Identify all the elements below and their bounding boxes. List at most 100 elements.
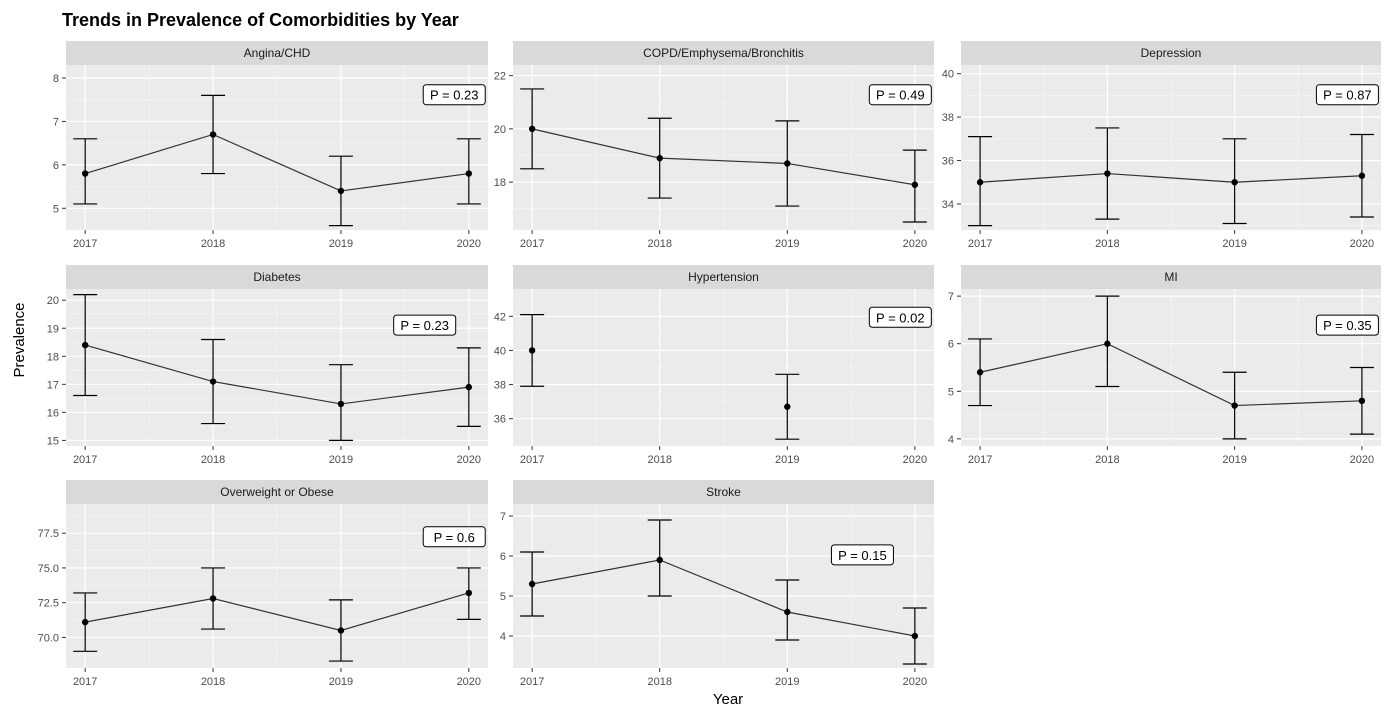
y-tick-label: 7 <box>948 291 954 303</box>
facet-strip <box>513 265 934 289</box>
y-tick-label: 6 <box>500 551 506 563</box>
x-tick-label: 2017 <box>968 238 992 250</box>
x-tick-label: 2020 <box>903 238 927 250</box>
x-tick-label: 2018 <box>201 676 225 688</box>
x-tick-label: 2019 <box>329 238 353 250</box>
data-point <box>784 608 791 616</box>
x-tick-label: 2020 <box>457 238 481 250</box>
y-tick-label: 72.5 <box>38 598 59 610</box>
data-point <box>1104 170 1111 177</box>
data-point <box>81 170 89 177</box>
y-tick-label: 7 <box>500 511 506 523</box>
facet-strip <box>513 41 934 65</box>
p-value-label: P = 0.23 <box>400 318 449 333</box>
x-tick-label: 2019 <box>1222 238 1246 250</box>
y-tick-label: 16 <box>47 407 59 419</box>
chart-title: Trends in Prevalence of Comorbidities by… <box>62 10 459 30</box>
data-point <box>656 154 663 162</box>
data-point <box>656 556 663 564</box>
facet-panel: Angina/CHD 5 6 7 8 2017 2018 2019 2020 P = 0.23 <box>53 41 488 250</box>
data-point <box>528 125 536 133</box>
data-point <box>465 383 473 391</box>
x-tick-label: 2017 <box>73 238 97 250</box>
p-value-box <box>1315 84 1379 106</box>
facet-panel: Diabetes 15 16 17 18 19 20 2017 2018 2019 2020 P = … <box>47 265 488 466</box>
p-value-label: P = 0.49 <box>876 88 925 103</box>
x-tick-label: 2017 <box>73 676 97 688</box>
y-axis-label: Prevalence <box>11 302 28 377</box>
series-line <box>85 592 469 632</box>
y-tick-label: 34 <box>942 199 954 211</box>
x-tick-label: 2017 <box>968 454 992 466</box>
p-value-box <box>1315 314 1379 336</box>
x-tick-label: 2020 <box>903 676 927 688</box>
data-point <box>337 627 345 634</box>
series-line <box>979 343 1362 407</box>
facet-strip <box>961 41 1381 65</box>
p-value-box <box>868 84 932 106</box>
y-tick-label: 7 <box>53 116 59 128</box>
data-point <box>337 400 345 408</box>
facet-panel: Depression 34 36 38 40 2017 2018 2019 2020 P = 0.… <box>942 41 1381 250</box>
p-value-label: P = 0.02 <box>876 310 925 325</box>
x-tick-label: 2018 <box>1095 454 1119 466</box>
data-point <box>81 341 89 349</box>
y-tick-label: 38 <box>942 112 954 124</box>
x-tick-label: 2020 <box>903 454 927 466</box>
y-tick-label: 5 <box>500 591 506 603</box>
y-tick-label: 6 <box>948 339 954 351</box>
data-point <box>209 595 217 602</box>
facet-strip <box>66 265 488 289</box>
y-tick-label: 5 <box>948 386 954 398</box>
series-line <box>980 172 1362 183</box>
data-point <box>1358 172 1366 179</box>
facet-strip-label: MI <box>1164 270 1177 284</box>
facet-strip-label: Diabetes <box>253 270 300 284</box>
y-tick-label: 70.0 <box>38 632 59 644</box>
p-value-box <box>868 306 932 328</box>
y-tick-label: 20 <box>47 295 59 307</box>
series-line <box>532 128 915 186</box>
x-tick-label: 2019 <box>329 454 353 466</box>
data-point <box>209 131 217 138</box>
p-value-label: P = 0.15 <box>838 548 887 563</box>
x-tick-label: 2019 <box>775 676 799 688</box>
x-tick-label: 2018 <box>647 676 671 688</box>
data-point <box>976 369 984 376</box>
y-tick-label: 36 <box>942 156 954 168</box>
facet-strip-label: Overweight or Obese <box>220 485 334 499</box>
data-point <box>1231 402 1238 409</box>
y-tick-label: 22 <box>494 71 506 83</box>
facet-panel: Stroke 4 5 6 7 2017 2018 2019 2020 P = 0.15 <box>500 480 934 688</box>
data-point <box>784 403 791 410</box>
p-value-label: P = 0.6 <box>434 530 475 545</box>
y-tick-label: 17 <box>47 379 59 391</box>
x-tick-label: 2018 <box>201 238 225 250</box>
data-point <box>209 378 217 385</box>
y-tick-label: 4 <box>948 434 954 446</box>
x-axis-label: Year <box>713 691 743 708</box>
y-tick-label: 38 <box>494 380 506 392</box>
y-tick-label: 77.5 <box>38 528 59 540</box>
data-point <box>528 347 536 354</box>
series-line <box>532 559 915 637</box>
facet-panel: MI 4 5 6 7 2017 2018 2019 2020 P = 0.35 <box>948 265 1381 466</box>
series-line <box>85 344 469 405</box>
x-tick-label: 2019 <box>1222 454 1246 466</box>
x-tick-label: 2018 <box>201 454 225 466</box>
data-point <box>81 618 89 626</box>
facet-strip-label: Depression <box>1141 46 1202 60</box>
x-tick-label: 2018 <box>1095 238 1119 250</box>
y-tick-label: 36 <box>494 414 506 426</box>
data-point <box>528 580 536 588</box>
y-tick-label: 20 <box>494 124 506 136</box>
facet-strip-label: Hypertension <box>688 270 759 284</box>
x-tick-label: 2018 <box>647 454 671 466</box>
x-tick-label: 2017 <box>520 676 544 688</box>
p-value-box <box>830 544 894 566</box>
y-tick-label: 4 <box>500 631 506 643</box>
facet-panel: Overweight or Obese 70.0 72.5 75.0 77.5 2017 2… <box>38 480 488 688</box>
facet-strip-label: Stroke <box>706 485 741 499</box>
